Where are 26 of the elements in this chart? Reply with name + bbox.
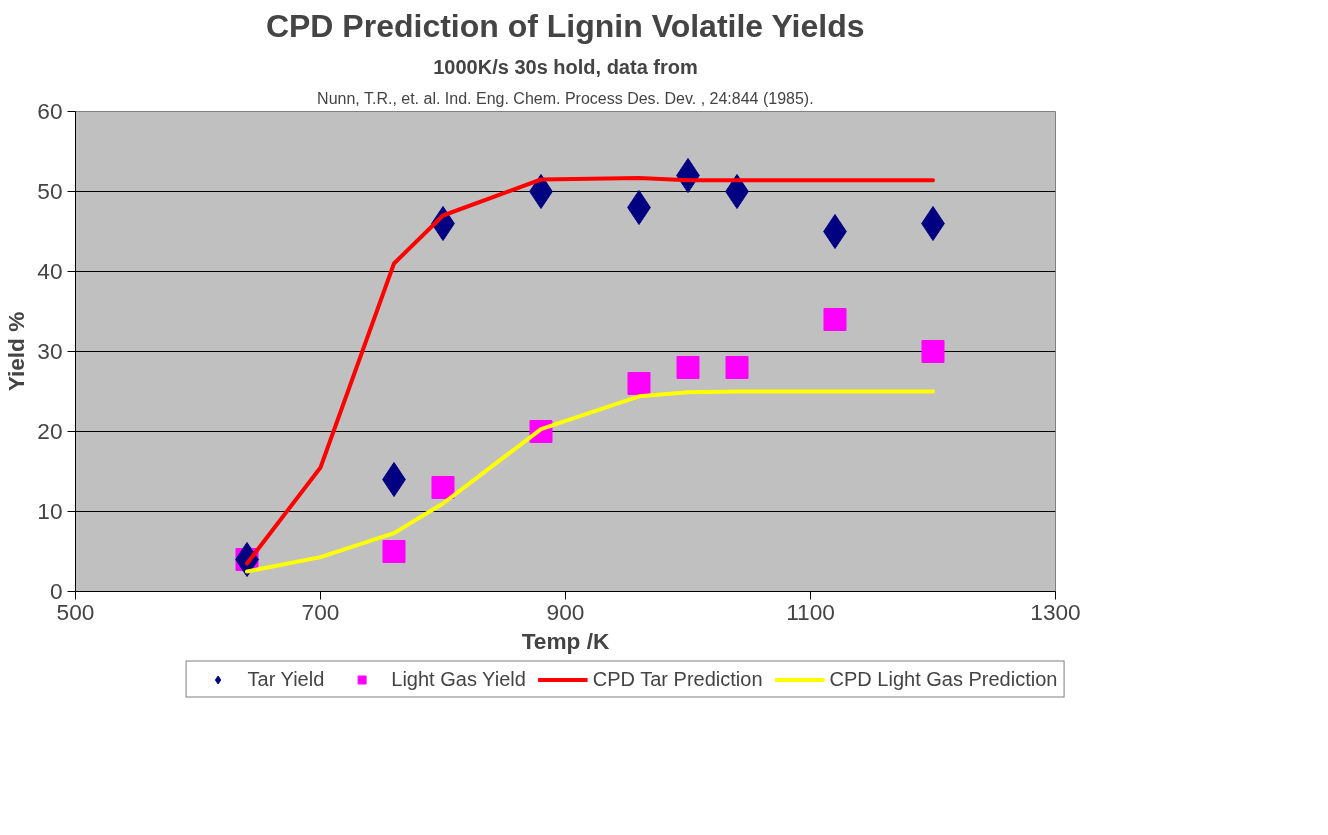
legend-label: Tar Yield	[247, 667, 325, 691]
y-axis-title: Yield %	[3, 311, 30, 392]
point	[725, 356, 749, 379]
text: Nunn, T.R., et. al. Ind. Eng. Chem. Process Des. Dev. , 24:844 (1985).	[317, 89, 814, 107]
x-tick-label: 900	[546, 598, 585, 625]
point	[382, 540, 406, 563]
legend-label: CPD Light Gas Prediction	[829, 667, 1058, 691]
y-tick-label: 60	[37, 98, 63, 124]
legend-label: Light Gas Yield	[391, 667, 526, 691]
point	[676, 356, 700, 379]
y-tick-label: 50	[37, 178, 63, 204]
y-tick-label: 10	[37, 498, 63, 524]
chart-subtitle: 1000K/s 30s hold, data from	[433, 55, 698, 78]
point	[627, 372, 651, 395]
y-tick-label: 30	[37, 338, 63, 364]
x-tick-label: 1300	[1030, 598, 1081, 625]
chart-title: CPD Prediction of Lignin Volatile Yields	[265, 7, 865, 44]
point	[921, 340, 945, 363]
y-tick-label: 40	[37, 258, 63, 284]
y-tick-label: 20	[37, 418, 63, 444]
point	[431, 476, 455, 499]
point	[823, 308, 847, 331]
x-axis-title: Temp /K	[521, 627, 610, 654]
x-tick-label: 700	[301, 598, 340, 625]
x-tick-label: 1100	[786, 598, 835, 625]
legend-label: CPD Tar Prediction	[592, 667, 763, 691]
